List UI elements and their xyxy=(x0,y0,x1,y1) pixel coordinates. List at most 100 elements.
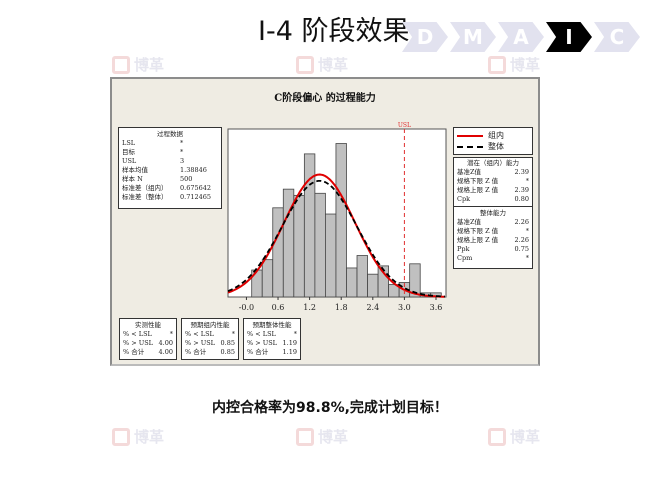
watermark-logo: 博革 xyxy=(488,428,540,446)
stat-row: Cpm * xyxy=(457,254,529,263)
stat-label: 基准Z值 xyxy=(457,168,482,176)
stat-value: 0.712465 xyxy=(180,193,212,201)
stat-label: % < LSL xyxy=(247,330,276,338)
overall-curve xyxy=(227,180,445,298)
stat-row: 基准Z值 2.26 xyxy=(457,218,529,227)
watermark-logo: 博革 xyxy=(296,428,348,446)
stat-label: % 合计 xyxy=(185,348,207,356)
stat-value: 2.26 xyxy=(514,236,529,244)
x-tick-label: 0.6 xyxy=(272,303,285,312)
watermark-logo: 博革 xyxy=(112,428,164,446)
stat-value: 0.85 xyxy=(220,339,235,347)
stat-label: % 合计 xyxy=(123,348,145,356)
capability-box: 潜在（组内）能力 基准Z值 2.39 规格下限 Z 值 * 规格上限 Z 值 2.39 Cp… xyxy=(453,157,533,269)
stat-value: * xyxy=(180,148,184,156)
stat-value: * xyxy=(525,177,529,185)
performance-title: 实测性能 xyxy=(135,321,161,329)
histogram-bar xyxy=(356,255,368,298)
stat-value: 3 xyxy=(180,157,185,165)
stat-row: % 合计 4.00 xyxy=(123,348,173,357)
stat-row: % > USL 0.85 xyxy=(185,339,235,348)
stat-row: 标准差（组内） 0.675642 xyxy=(122,184,218,193)
stat-value: 2.39 xyxy=(514,168,529,176)
x-tick-label: 3.6 xyxy=(430,303,443,312)
histogram-bar xyxy=(346,267,358,298)
within-curve xyxy=(227,173,445,298)
stat-value: * xyxy=(525,227,529,235)
stat-value: * xyxy=(525,254,529,262)
stat-row: 规格上限 Z 值 2.26 xyxy=(457,236,529,245)
potential-title: 潜在（组内）能力 xyxy=(467,159,519,167)
stat-value: 4.00 xyxy=(158,339,173,347)
stat-row: % < LSL * xyxy=(247,330,297,339)
stat-label: 标准差（整体） xyxy=(122,193,168,201)
stat-label: 标准差（组内） xyxy=(122,184,168,192)
stat-value: 1.19 xyxy=(282,339,297,347)
capability-chart-panel: C阶段偏心 的过程能力 过程数据 LSL * 目标 * USL 3 样本均值 1.38846 样… xyxy=(110,77,540,366)
stat-row: 规格上限 Z 值 2.39 xyxy=(457,186,529,195)
overall-title: 整体能力 xyxy=(480,209,506,217)
phase-a: A xyxy=(498,22,544,52)
performance-box: 预期组内性能% < LSL * % > USL 0.85 % 合计 0.85 xyxy=(181,318,239,360)
performance-box: 预期整体性能% < LSL * % > USL 1.19 % 合计 1.19 xyxy=(243,318,301,360)
performance-title: 预期整体性能 xyxy=(252,321,292,329)
stat-value: 1.38846 xyxy=(180,166,207,174)
histogram-bar xyxy=(335,143,347,298)
x-tick-label: 2.4 xyxy=(366,303,379,312)
stat-value: 500 xyxy=(180,175,193,183)
stat-label: 基准Z值 xyxy=(457,218,482,226)
stat-row: 样本 N 500 xyxy=(122,175,218,184)
histogram-bar xyxy=(367,273,379,298)
stat-label: Cpk xyxy=(457,195,471,203)
stat-value: 4.00 xyxy=(158,348,173,356)
stat-value: 0.80 xyxy=(514,195,529,203)
phase-c: C xyxy=(594,22,640,52)
stat-row: % < LSL * xyxy=(123,330,173,339)
histogram-bar xyxy=(325,213,337,298)
stat-value: 0.675642 xyxy=(180,184,212,192)
stat-value: * xyxy=(169,330,173,338)
stat-value: * xyxy=(231,330,235,338)
page-title: I-4 阶段效果 xyxy=(258,16,410,47)
histogram-bar xyxy=(314,192,326,298)
stat-label: % 合计 xyxy=(247,348,269,356)
watermark-logo: 博革 xyxy=(296,56,348,74)
stat-row: % > USL 4.00 xyxy=(123,339,173,348)
performance-box: 实测性能% < LSL * % > USL 4.00 % 合计 4.00 xyxy=(119,318,177,360)
stat-label: 目标 xyxy=(122,148,135,156)
stat-value: * xyxy=(180,139,184,147)
stat-row: 标准差（整体） 0.712465 xyxy=(122,193,218,202)
stat-value: 0.85 xyxy=(220,348,235,356)
watermark-logo: 博革 xyxy=(112,56,164,74)
usl-label: USL xyxy=(398,122,411,129)
stat-row: 规格下限 Z 值 * xyxy=(457,177,529,186)
phase-m: M xyxy=(450,22,496,52)
legend-swatch-overall xyxy=(457,145,483,148)
stat-value: 2.26 xyxy=(514,218,529,226)
stat-label: USL xyxy=(122,157,137,165)
stat-row: Cpk 0.80 xyxy=(457,195,529,204)
x-tick-label: 1.8 xyxy=(335,303,348,312)
stat-value: * xyxy=(293,330,297,338)
stat-label: % > USL xyxy=(185,339,216,347)
watermark-logo: 博革 xyxy=(488,56,540,74)
stat-row: 基准Z值 2.39 xyxy=(457,168,529,177)
stat-label: Cpm xyxy=(457,254,473,262)
stat-label: % > USL xyxy=(247,339,278,347)
stat-row: 样本均值 1.38846 xyxy=(122,166,218,175)
stat-label: 规格下限 Z 值 xyxy=(457,177,499,185)
histogram-plot: USL -0.0 0.6 1.2 1.8 2.4 3.0 3.6 xyxy=(227,122,447,312)
stat-row: USL 3 xyxy=(122,157,218,166)
stat-label: % > USL xyxy=(123,339,154,347)
stat-value: 2.39 xyxy=(514,186,529,194)
legend-swatch-within xyxy=(457,134,483,137)
stat-row: Ppk 0.75 xyxy=(457,245,529,254)
stat-row: % 合计 0.85 xyxy=(185,348,235,357)
stat-label: 规格上限 Z 值 xyxy=(457,236,499,244)
stat-label: 样本 N xyxy=(122,175,143,183)
stat-row: LSL * xyxy=(122,139,218,148)
stat-row: % < LSL * xyxy=(185,330,235,339)
x-tick-label: 3.0 xyxy=(398,303,411,312)
legend-label: 组内 xyxy=(488,131,504,140)
stat-row: % 合计 1.19 xyxy=(247,348,297,357)
